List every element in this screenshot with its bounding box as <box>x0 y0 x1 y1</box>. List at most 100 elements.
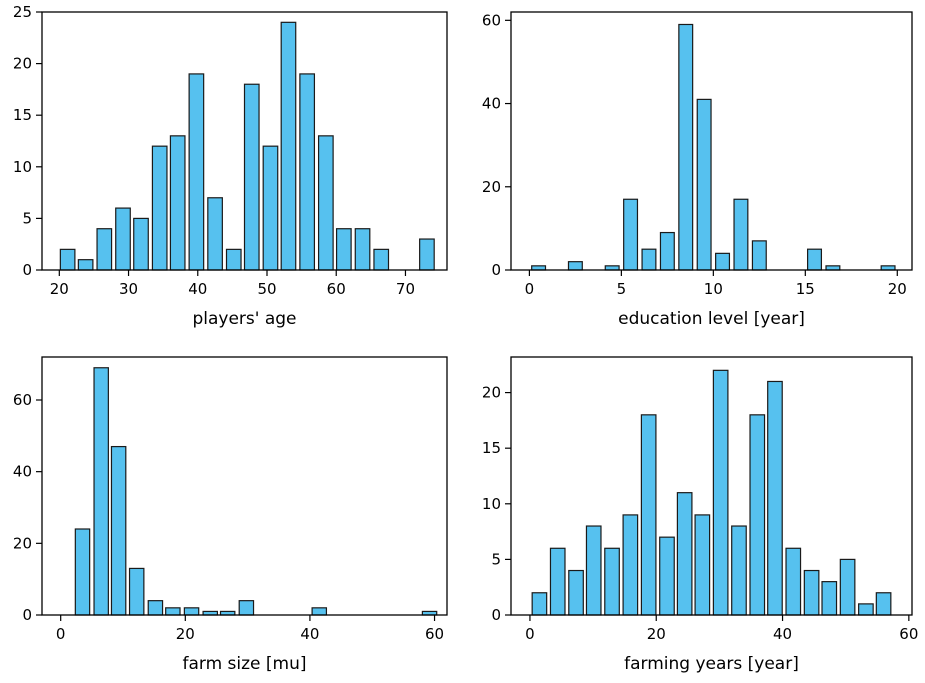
bar <box>622 514 639 616</box>
bar <box>147 600 164 616</box>
x-tick-label: 50 <box>257 280 276 298</box>
y-tick-label: 40 <box>13 463 32 481</box>
bar <box>641 248 657 271</box>
x-tick-label: 40 <box>188 280 207 298</box>
x-tick-label: 5 <box>617 280 627 298</box>
bar <box>96 228 113 271</box>
bar <box>93 367 109 616</box>
y-tick-label: 0 <box>22 261 32 279</box>
bar <box>531 592 548 616</box>
bar <box>354 228 371 271</box>
x-tick-label: 40 <box>300 625 319 643</box>
bar <box>115 207 131 271</box>
bar <box>165 607 181 616</box>
bar <box>262 145 279 271</box>
x-tick-label: 0 <box>525 280 535 298</box>
y-tick-label: 5 <box>491 550 501 568</box>
x-tick-label: 60 <box>425 625 444 643</box>
y-tick-label: 0 <box>491 261 501 279</box>
bar <box>659 231 675 271</box>
bar <box>678 23 694 271</box>
bar <box>373 248 390 271</box>
bar <box>133 217 149 271</box>
x-axis-label: farm size [mu] <box>182 654 306 674</box>
x-tick-label: 40 <box>773 625 792 643</box>
y-tick-label: 5 <box>22 209 32 227</box>
y-tick-label: 60 <box>13 391 32 409</box>
y-tick-label: 10 <box>13 158 32 176</box>
bar <box>74 528 91 616</box>
x-tick-label: 0 <box>56 625 66 643</box>
x-tick-label: 30 <box>119 280 138 298</box>
bar <box>188 73 205 271</box>
bar <box>335 228 352 271</box>
x-tick-label: 20 <box>176 625 195 643</box>
y-tick-label: 40 <box>482 95 501 113</box>
y-tick-label: 25 <box>13 3 32 21</box>
bar <box>207 197 223 271</box>
bar <box>659 536 675 616</box>
bar <box>585 525 602 616</box>
bar <box>715 252 731 271</box>
x-tick-label: 20 <box>50 280 69 298</box>
x-tick-label: 10 <box>704 280 723 298</box>
x-tick-label: 20 <box>888 280 907 298</box>
bar <box>317 135 334 271</box>
chart-panel-farming-years: 0 20 40 60 0 5 10 15 20 farming years [year] <box>482 356 918 674</box>
y-tick-label: 15 <box>13 106 32 124</box>
x-tick-label: 20 <box>647 625 666 643</box>
x-tick-label: 0 <box>525 625 535 643</box>
y-tick-label: 20 <box>13 55 32 73</box>
bar <box>749 414 766 616</box>
chart-panel-players-age: 20 30 40 50 60 70 0 5 10 15 20 25 players' age <box>13 3 448 329</box>
y-tick-label: 0 <box>22 606 32 624</box>
axes-frame <box>41 11 448 271</box>
bar <box>785 547 802 616</box>
bar <box>128 567 145 616</box>
bar <box>767 380 783 616</box>
y-tick-label: 0 <box>491 606 501 624</box>
bar <box>640 414 657 616</box>
bar <box>733 198 749 271</box>
x-axis-label: education level [year] <box>618 309 805 329</box>
bar <box>59 248 76 271</box>
bar <box>712 369 729 616</box>
bar <box>858 603 874 616</box>
y-tick-label: 20 <box>13 534 32 552</box>
y-tick-label: 15 <box>482 439 501 457</box>
x-axis-label: players' age <box>192 309 296 329</box>
bar <box>696 98 712 271</box>
bar <box>151 145 168 271</box>
axes-frame <box>510 356 913 616</box>
bar <box>225 248 242 271</box>
y-tick-label: 20 <box>482 178 501 196</box>
bar <box>839 558 856 616</box>
chart-panel-education-level: 0 5 10 15 20 0 20 40 60 education level [year] <box>482 11 913 329</box>
chart-panel-farm-size: 0 20 40 60 0 20 40 60 farm size [mu] <box>13 356 448 674</box>
x-tick-label: 60 <box>899 625 918 643</box>
bar <box>751 240 767 271</box>
bar <box>567 261 583 271</box>
bar <box>280 21 297 271</box>
x-tick-label: 15 <box>796 280 815 298</box>
y-tick-label: 60 <box>482 11 501 29</box>
y-tick-label: 10 <box>482 495 501 513</box>
bar <box>549 547 566 616</box>
bar <box>731 525 747 616</box>
bar <box>243 83 260 271</box>
bar <box>419 238 435 271</box>
x-tick-label: 70 <box>396 280 415 298</box>
bar <box>311 607 328 616</box>
bar <box>77 259 94 271</box>
bar <box>803 569 820 616</box>
bar <box>807 248 823 271</box>
bar <box>623 198 639 271</box>
bar <box>676 492 693 616</box>
axes-frame <box>510 11 913 271</box>
bar <box>821 581 838 616</box>
bar <box>694 514 711 616</box>
bar <box>875 592 892 616</box>
y-tick-label: 20 <box>482 384 501 402</box>
bar <box>299 73 316 271</box>
